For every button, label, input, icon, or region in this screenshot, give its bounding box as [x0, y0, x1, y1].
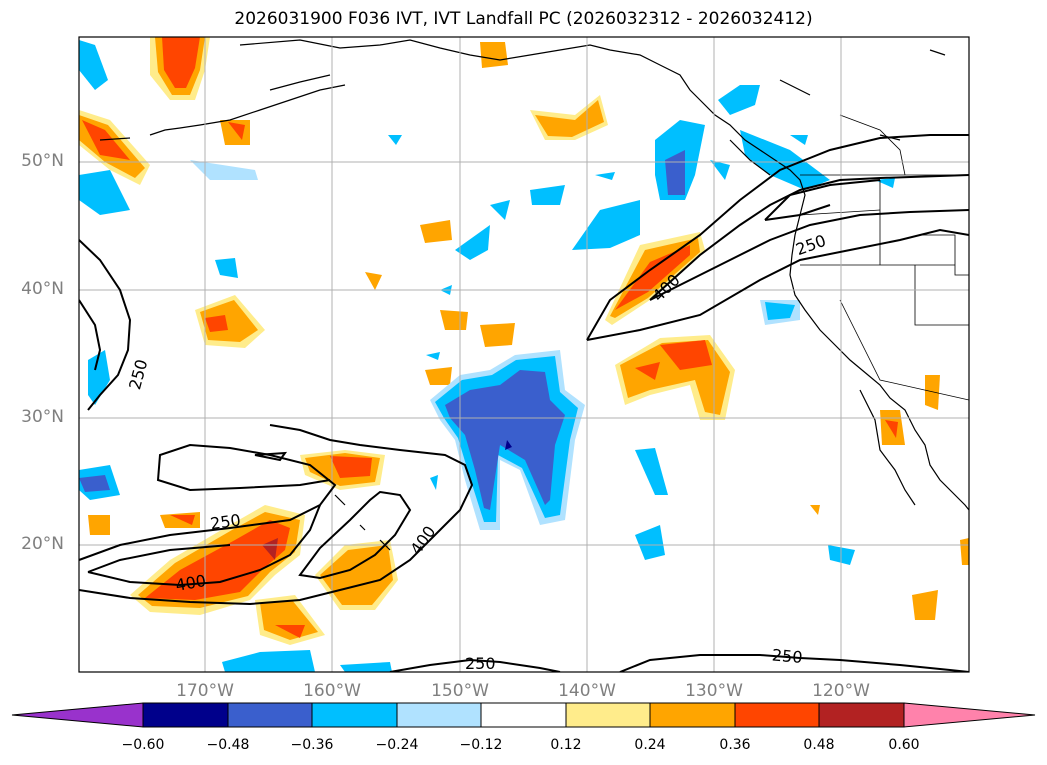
colorbar-extend-min [11, 702, 144, 728]
colorbar-tick: −0.60 [121, 737, 165, 753]
lat-label: 30°N [21, 407, 64, 427]
colorbar [11, 702, 1036, 728]
lon-label: 150°W [431, 681, 489, 701]
colorbar-cell [142, 702, 229, 728]
colorbar-tick: −0.36 [290, 737, 334, 753]
colorbar-tick: 0.12 [550, 737, 582, 753]
lat-label: 40°N [21, 279, 64, 299]
colorbar-tick: 0.36 [719, 737, 751, 753]
lon-label: 140°W [558, 681, 616, 701]
colorbar-tick: −0.12 [459, 737, 503, 753]
ivt-contours [79, 134, 969, 672]
lat-label: 50°N [21, 151, 64, 171]
graticule [79, 37, 969, 672]
colorbar-tick: −0.48 [206, 737, 250, 753]
colorbar-cell [818, 702, 905, 728]
colorbar-tick: −0.24 [375, 737, 419, 753]
map-title: 2026031900 F036 IVT, IVT Landfall PC (20… [234, 9, 813, 29]
lon-label: 120°W [812, 681, 870, 701]
colorbar-cell [649, 702, 736, 728]
colorbar-cell [396, 702, 482, 728]
lon-label: 170°W [176, 681, 234, 701]
lon-label: 130°W [685, 681, 743, 701]
colorbar-cell [734, 702, 820, 728]
colorbar-cell [227, 702, 313, 728]
contour-label: 250 [771, 645, 803, 667]
negative-anomaly-fill [79, 40, 895, 672]
colorbar-cell [565, 702, 651, 728]
colorbar-cell [480, 702, 567, 728]
coastlines [99, 39, 969, 551]
contour-label: 250 [465, 654, 496, 673]
colorbar-cell [311, 702, 398, 728]
contour-label: 250 [209, 510, 242, 533]
lon-label: 160°W [303, 681, 361, 701]
colorbar-extend-max [903, 702, 1036, 728]
colorbar-tick: 0.48 [803, 737, 835, 753]
lat-label: 20°N [21, 534, 64, 554]
colorbar-tick: 0.24 [634, 737, 666, 753]
map-frame [78, 36, 970, 673]
colorbar-tick: 0.60 [888, 737, 920, 753]
